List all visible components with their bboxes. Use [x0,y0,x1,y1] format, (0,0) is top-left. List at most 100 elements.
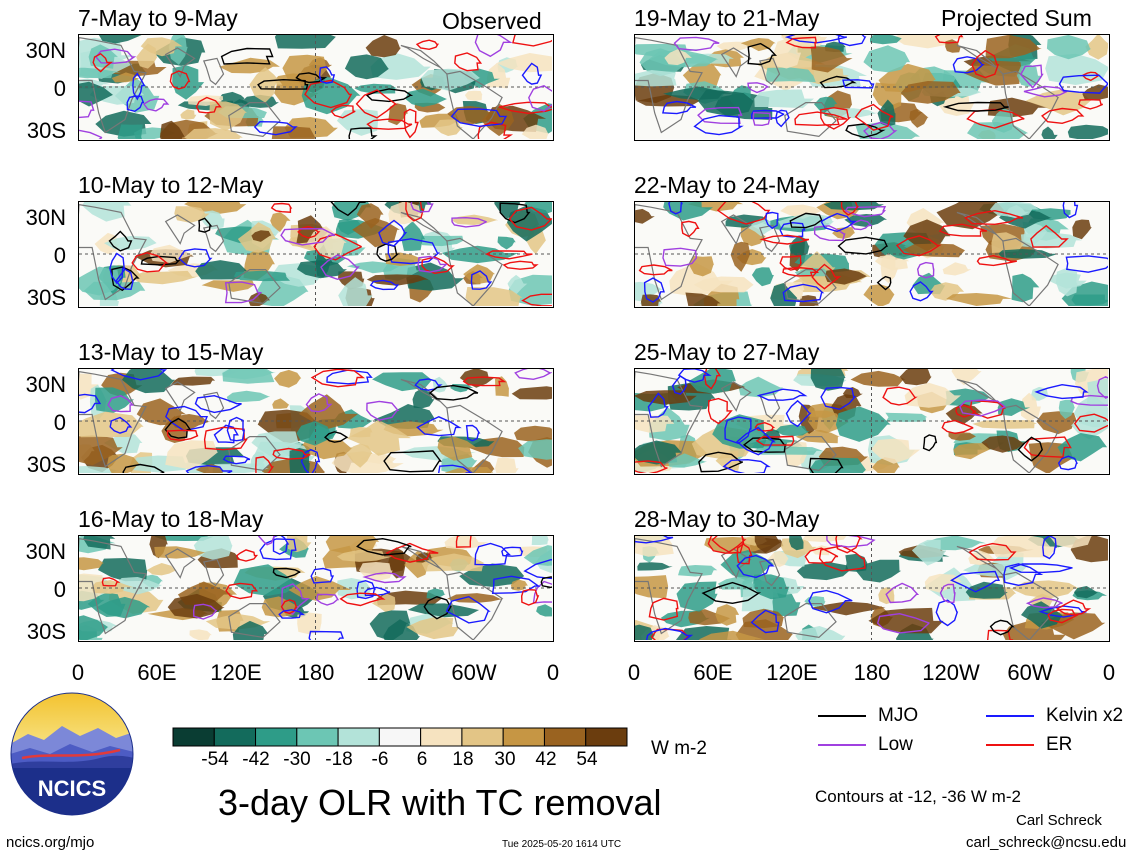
author-email[interactable]: carl_schreck@ncsu.edu [966,834,1127,851]
lon-label: 60W [1007,660,1053,685]
olr-anomaly-patch [444,536,488,550]
olr-anomaly-patch [465,287,523,306]
wave-contour [818,545,866,572]
legend-item-low: Low [818,734,913,756]
olr-anomaly-patch [735,619,794,640]
olr-anomaly-patch [1020,231,1082,249]
wave-contour [528,85,552,112]
wave-contour [474,35,513,58]
olr-anomaly-patch [968,550,995,566]
wave-contour [747,82,769,94]
colorbar-swatch [502,727,545,747]
wave-contour [192,603,218,620]
ncics-logo[interactable]: NCICS [10,692,134,816]
wave-contour [662,247,698,267]
coastline [164,214,196,245]
olr-anomaly-patch [114,577,163,595]
lon-label: 120W [366,660,424,685]
olr-anomaly-patch [486,63,511,89]
wave-contour [662,100,697,115]
wave-contour [142,98,170,112]
colorbar-tick: 6 [416,749,428,770]
olr-anomaly-patch [91,580,134,594]
colorbar-tick: -30 [283,749,311,770]
olr-anomaly-patch [107,453,141,473]
panel-title: 16-May to 18-May [78,506,264,532]
wave-contour [697,106,743,125]
olr-anomaly-patch [98,35,142,44]
olr-anomaly-patch [810,45,853,73]
colorbar-swatch [420,727,463,747]
olr-anomaly-patch [159,120,185,139]
olr-anomaly-patch [1067,124,1108,139]
wave-contour [521,62,543,85]
olr-anomaly-patch [496,53,552,73]
wave-contour [295,72,328,84]
wave-contour [451,216,487,228]
wave-contour [318,66,336,84]
olr-anomaly-patch [79,615,109,640]
olr-anomaly-patch [998,249,1059,259]
wave-contour [259,538,297,561]
olr-anomaly-patch [751,267,774,287]
wave-contour [270,202,293,213]
lon-label: 60E [693,660,733,685]
olr-anomaly-patch [685,292,721,306]
wave-contour [1062,202,1079,219]
olr-anomaly-patch [981,435,1026,453]
coastline [784,603,837,639]
wave-contour [986,629,1014,640]
lon-label: 0 [71,660,85,685]
olr-anomaly-patch [406,262,464,291]
wave-contour [701,581,762,605]
wave-contour [635,536,674,544]
map-panel [78,34,554,141]
wave-contour [428,384,479,401]
wave-contour [109,416,133,434]
olr-anomaly-patch [531,536,549,545]
wave-contour [514,369,552,381]
wave-contour [895,235,942,257]
wave-contour [794,111,848,127]
olr-anomaly-patch [693,276,754,293]
wave-contour [759,234,810,245]
olr-map [79,369,552,473]
wave-contour [281,583,311,615]
olr-map [635,369,1108,473]
wave-contour [736,543,753,565]
wave-contour [326,369,373,385]
coastline [202,57,225,86]
panel-title: 13-May to 15-May [78,339,264,365]
wave-contour [844,205,887,218]
colorbar-swatch [213,727,257,747]
olr-anomaly-patch [79,466,120,473]
wave-contour [378,219,408,247]
legend-item-kelvin: Kelvin x2 [986,705,1123,727]
olr-anomaly-patch [193,536,233,560]
coastline [228,269,281,305]
olr-anomaly-patch [420,235,464,247]
wave-contour [79,129,103,139]
olr-anomaly-patch [360,452,397,464]
olr-anomaly-patch [635,440,682,465]
wave-contour [376,243,400,262]
coastline [1002,571,1059,640]
olr-anomaly-patch [1074,586,1099,599]
wave-contour [681,220,700,238]
wave-contour [305,393,333,413]
wave-contour [140,255,181,266]
olr-anomaly-patch [495,457,519,473]
wave-contour [1070,394,1108,406]
wave-contour [966,108,1025,129]
olr-anomaly-patch [809,457,866,473]
wave-contour [109,252,125,285]
olr-anomaly-patch [754,536,783,554]
olr-anomaly-patch [524,202,552,214]
olr-anomaly-patch [369,610,411,640]
wave-contour [185,464,233,473]
olr-anomaly-patch [844,214,887,227]
wave-contour [804,547,839,564]
wave-contour [963,209,1024,226]
wave-contour [1047,608,1079,624]
site-link[interactable]: ncics.org/mjo [6,834,95,851]
